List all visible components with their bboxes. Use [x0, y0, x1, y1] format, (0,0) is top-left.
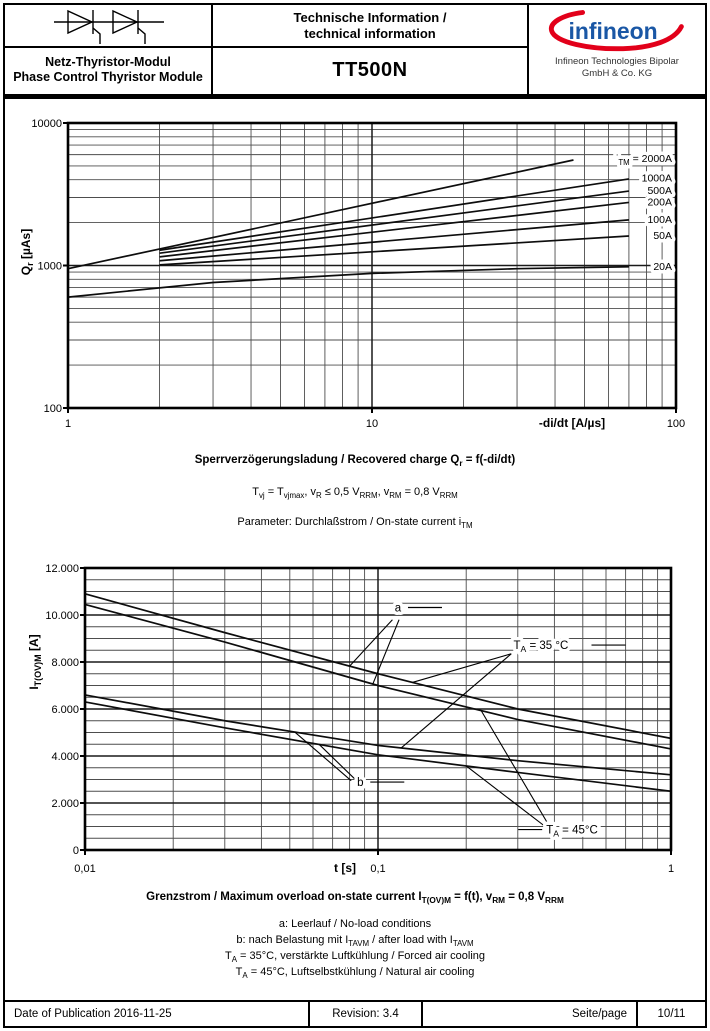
series-label-20A: 20A	[653, 261, 672, 273]
curve-1000A	[159, 178, 630, 252]
series-label-200A: 200A	[647, 197, 672, 209]
leader-line-a45	[372, 619, 400, 685]
company-name: Infineon Technologies Bipolar GmbH & Co.…	[555, 56, 679, 79]
leader-line-b35	[400, 653, 512, 749]
page-label: Seite/page	[423, 1002, 638, 1026]
doc-title-en: technical information	[304, 25, 436, 41]
chart2-note-35: TA = 35°C, verstärkte Luftkühlung / Forc…	[224, 950, 486, 964]
product-family-en: Phase Control Thyristor Module	[13, 70, 203, 84]
header-cell-company: infineon Infineon Technologies Bipolar G…	[529, 5, 705, 94]
chart2-note-b: b: nach Belastung mit ITAVM / after load…	[236, 934, 474, 948]
page-number: 10/11	[657, 1008, 686, 1020]
annotation-a: a	[395, 602, 402, 614]
x-axis-title: -di/dt [A/µs]	[539, 416, 605, 430]
revision: Revision: 3.4	[310, 1002, 423, 1026]
y-axis-title: IT(OV)M [A]	[27, 634, 43, 689]
product-family-de: Netz-Thyristor-Modul	[45, 55, 171, 69]
data-curves	[67, 159, 630, 298]
footer: Date of Publication 2016-11-25 Revision:…	[3, 1000, 707, 1028]
chart2-note-a: a: Leerlauf / No-load conditions	[278, 918, 432, 930]
series-label-2000A: iTM = 2000A	[616, 153, 672, 167]
chart-overload-current: 0,01 0,1 1 0 2.000 4.000 6.000 8.000 10.000 12.00…	[27, 563, 674, 875]
chart2-title: Grenzstrom / Maximum overload on-state c…	[146, 891, 564, 905]
y-tick-label: 8.000	[51, 657, 79, 669]
leader-line-b45	[465, 765, 546, 827]
y-tick-label: 4.000	[51, 751, 79, 763]
gridlines-major	[68, 123, 676, 408]
logo-wordmark: infineon	[568, 18, 657, 44]
header-cell-symbol: Netz-Thyristor-Modul Phase Control Thyri…	[5, 5, 213, 94]
x-tick-label: 1	[668, 863, 674, 875]
annotation-b: b	[357, 777, 363, 789]
series-label-1000A: 1000A	[642, 173, 672, 185]
x-tick-label: 10	[366, 418, 378, 430]
curve-b35	[84, 694, 672, 776]
gridlines-major	[85, 568, 671, 850]
curve-b45	[84, 701, 672, 793]
publication-date: Date of Publication 2016-11-25	[5, 1002, 310, 1026]
chart1-parameter: Parameter: Durchlaßstrom / On-state curr…	[237, 516, 473, 530]
annotation-T_{A}: TA = 45°C	[546, 825, 598, 839]
x-tick-label: 100	[667, 418, 685, 430]
dual-thyristor-icon	[54, 9, 164, 44]
curve-a35	[84, 593, 672, 740]
annotation-T_{A}: TA = 35 °C	[513, 640, 568, 654]
chart1-title: Sperrverzögerungsladung / Recovered char…	[194, 454, 516, 468]
curve-500A	[159, 190, 630, 255]
y-tick-label: 2.000	[51, 798, 79, 810]
header: Netz-Thyristor-Modul Phase Control Thyri…	[3, 3, 707, 99]
x-tick-label: 0,01	[74, 863, 95, 875]
data-curves	[84, 593, 672, 793]
chart1-conditions: Tvj = Tvjmax, vR ≤ 0,5 VRRM, vRM = 0,8 V…	[252, 486, 458, 500]
x-axis-title: t [s]	[334, 861, 356, 875]
series-label-50A: 50A	[653, 230, 672, 242]
infineon-logo: infineon	[548, 10, 684, 52]
doc-title-de: Technische Information /	[293, 9, 447, 25]
leader-line-a45	[480, 710, 551, 827]
y-tick-label: 6.000	[51, 704, 79, 716]
curve-2000A	[67, 159, 574, 270]
chart-recovered-charge: 1 10 100 100 1000 10000 -di/dt [A/µs] Qr [µAs] i…	[19, 118, 685, 430]
y-axis-title: Qr [µAs]	[19, 229, 35, 275]
curve-20A	[67, 265, 629, 298]
curve-100A	[159, 219, 629, 262]
leader-line-b35	[294, 731, 352, 782]
curve-a45	[84, 603, 672, 750]
x-tick-label: 0,1	[370, 863, 385, 875]
y-tick-label: 100	[44, 403, 62, 415]
curve-200A	[159, 201, 630, 258]
leader-line-b45	[318, 744, 357, 782]
chart2-note-45: TA = 45°C, Luftselbstkühlung / Natural a…	[235, 966, 475, 980]
y-tick-label: 10.000	[45, 610, 79, 622]
series-label-100A: 100A	[647, 214, 672, 226]
part-number: TT500N	[332, 58, 408, 81]
y-tick-label: 12.000	[45, 563, 79, 575]
leader-line-a35	[349, 619, 393, 667]
y-tick-label: 10000	[31, 118, 62, 130]
series-label-500A: 500A	[647, 185, 672, 197]
curve-50A	[159, 235, 629, 266]
leader-line-a35	[412, 653, 512, 683]
circuit-symbol-box	[5, 5, 211, 48]
y-tick-label: 0	[73, 845, 79, 857]
x-tick-label: 1	[65, 418, 71, 430]
y-tick-label: 1000	[38, 261, 62, 273]
header-cell-title: Technische Information / technical infor…	[213, 5, 529, 94]
